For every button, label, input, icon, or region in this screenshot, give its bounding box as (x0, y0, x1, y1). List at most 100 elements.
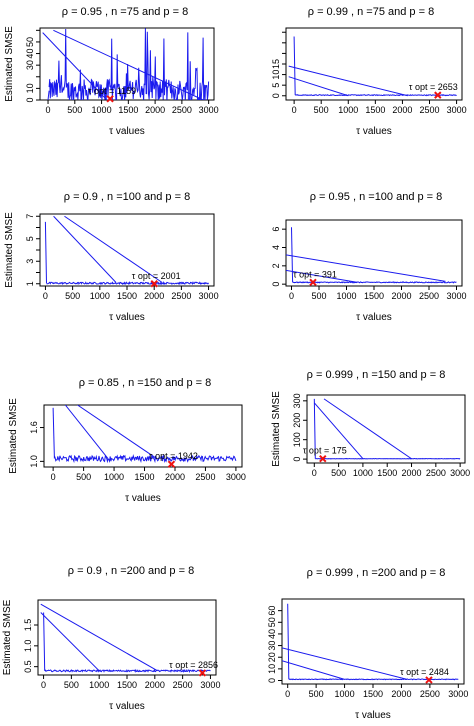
diagonal-line (289, 66, 408, 96)
diagonal-line (65, 405, 108, 459)
y-tick-label: 40 (267, 629, 277, 639)
x-axis-label: τ values (125, 493, 161, 504)
x-tick-label: 2500 (172, 105, 192, 115)
x-tick-label: 2000 (392, 105, 412, 115)
y-tick-label: 100 (292, 432, 302, 447)
y-tick-label: 50 (25, 37, 35, 47)
y-tick-label: 0 (271, 282, 281, 287)
y-tick-label: 300 (292, 393, 302, 408)
tau-opt-label: τ opt = 175 (303, 446, 347, 456)
y-tick-label: 30 (25, 60, 35, 70)
x-tick-label: 3000 (199, 105, 219, 115)
series-drop (53, 408, 54, 459)
x-tick-label: 1500 (365, 105, 385, 115)
y-tick-label: 0 (25, 97, 35, 102)
x-tick-label: 1500 (118, 105, 138, 115)
y-tick-label: 5 (25, 236, 35, 241)
x-axis-label: τ values (356, 126, 392, 137)
tau-opt-label: τ opt = 2001 (132, 271, 181, 281)
y-tick-label: 60 (267, 606, 277, 616)
series-line (289, 679, 459, 680)
x-tick-label: 2000 (402, 468, 422, 478)
x-tick-label: 1000 (92, 105, 112, 115)
x-tick-label: 0 (289, 291, 294, 301)
y-axis-label: Estimated SMSE (271, 391, 282, 467)
series-drop (48, 91, 49, 100)
plot-frame (40, 214, 214, 286)
x-tick-label: 2500 (420, 689, 440, 699)
y-tick-label: 10 (25, 83, 35, 93)
y-tick-label: 1.0 (29, 455, 39, 468)
diagonal-line (41, 604, 158, 671)
series-line (54, 456, 236, 462)
x-tick-label: 3000 (446, 291, 466, 301)
chart-title: ρ = 0.999 , n =200 and p = 8 (307, 567, 446, 579)
x-axis-label: τ values (109, 701, 145, 712)
diagonal-line (282, 648, 407, 679)
x-tick-label: 2000 (144, 291, 164, 301)
x-tick-label: 1500 (117, 291, 137, 301)
x-tick-label: 500 (76, 472, 91, 482)
y-tick-label: 1.5 (23, 619, 33, 632)
y-tick-label: 2 (271, 263, 281, 268)
x-tick-label: 3000 (226, 472, 246, 482)
series-drop (294, 37, 295, 96)
series-drop (288, 604, 289, 680)
x-tick-label: 0 (46, 105, 51, 115)
series-drop (45, 222, 46, 283)
x-tick-label: 1000 (338, 105, 358, 115)
x-tick-label: 2500 (173, 680, 193, 690)
y-tick-label: 0 (271, 93, 281, 98)
x-tick-label: 2500 (419, 105, 439, 115)
y-tick-label: 20 (267, 652, 277, 662)
y-tick-label: 3 (25, 259, 35, 264)
series-line (45, 670, 211, 672)
x-tick-label: 2500 (426, 468, 446, 478)
x-tick-label: 3000 (199, 291, 219, 301)
x-tick-label: 500 (64, 680, 79, 690)
y-tick-label: 15 (271, 59, 281, 69)
x-axis-label: τ values (356, 312, 392, 323)
y-tick-label: 10 (267, 664, 277, 674)
y-axis-label: Estimated SMSE (4, 212, 15, 288)
chart-title: ρ = 0.95 , n =75 and p = 8 (62, 6, 188, 18)
chart-title: ρ = 0.85 , n =150 and p = 8 (79, 377, 212, 389)
y-tick-label: 4 (271, 245, 281, 250)
y-tick-label: 0 (292, 457, 302, 462)
x-tick-label: 0 (51, 472, 56, 482)
x-tick-label: 3000 (450, 468, 470, 478)
chart-title: ρ = 0.999 , n =150 and p = 8 (307, 369, 446, 381)
y-tick-label: 0 (267, 678, 277, 683)
x-tick-label: 1000 (335, 689, 355, 699)
tau-opt-label: τ opt = 1942 (149, 451, 198, 461)
y-axis-label: Estimated SMSE (4, 26, 15, 102)
tau-opt-label: τ opt = 1159 (88, 86, 136, 96)
x-tick-label: 2500 (171, 291, 191, 301)
x-tick-label: 1500 (117, 680, 137, 690)
y-tick-label: 200 (292, 413, 302, 428)
x-tick-label: 500 (65, 291, 80, 301)
y-tick-label: 6 (271, 227, 281, 232)
y-tick-label: 0.5 (23, 660, 33, 673)
x-tick-label: 500 (314, 105, 329, 115)
y-axis-label: Estimated SMSE (8, 398, 19, 474)
x-tick-label: 1000 (336, 291, 356, 301)
diagonal-line (78, 405, 157, 459)
chart-title: ρ = 0.99 , n =75 and p = 8 (308, 6, 434, 18)
y-tick-label: 5 (271, 83, 281, 88)
x-tick-label: 1500 (135, 472, 155, 482)
y-tick-label: 40 (25, 49, 35, 59)
x-tick-label: 2000 (145, 680, 165, 690)
x-tick-label: 3000 (447, 105, 467, 115)
y-tick-label: 1.0 (23, 640, 33, 653)
x-tick-label: 1000 (90, 291, 110, 301)
y-tick-label: 1 (25, 281, 35, 286)
y-tick-label: 1.6 (29, 421, 39, 434)
